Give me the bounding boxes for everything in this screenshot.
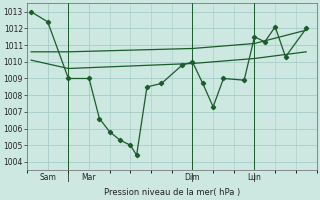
- Text: |: |: [67, 173, 70, 182]
- Text: |: |: [191, 173, 194, 182]
- X-axis label: Pression niveau de la mer( hPa ): Pression niveau de la mer( hPa ): [104, 188, 240, 197]
- Text: |: |: [253, 173, 256, 182]
